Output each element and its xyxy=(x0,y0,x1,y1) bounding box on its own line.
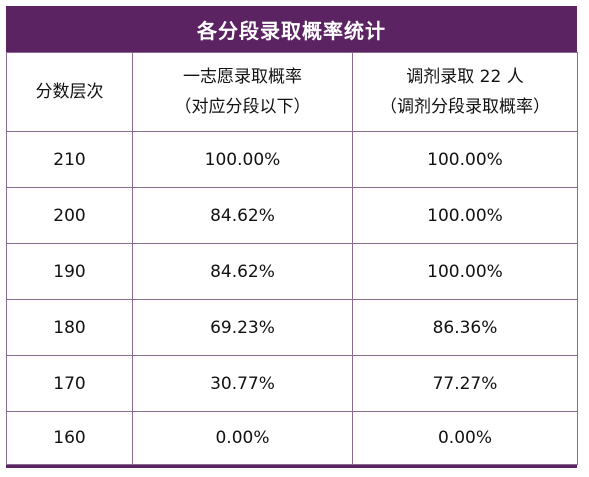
header-score-level-label: 分数层次 xyxy=(35,82,104,102)
first-choice-cell: 100.00% xyxy=(132,131,353,188)
header-adjusted: 调剂录取 22 人 （调剂分段录取概率） xyxy=(352,52,578,132)
score-cell: 170 xyxy=(6,355,133,412)
score-cell: 180 xyxy=(6,299,133,356)
table-row: 200 84.62% 100.00% xyxy=(6,187,578,244)
table-row: 180 69.23% 86.36% xyxy=(6,299,578,356)
adjusted-cell: 0.00% xyxy=(352,411,578,465)
first-choice-cell: 84.62% xyxy=(132,243,353,300)
score-cell: 210 xyxy=(6,131,133,188)
first-choice-cell: 0.00% xyxy=(132,411,353,465)
adjusted-cell: 100.00% xyxy=(352,131,578,188)
header-row: 分数层次 一志愿录取概率 （对应分段以下） 调剂录取 22 人 （调剂分段录取概… xyxy=(6,52,578,132)
adjusted-cell: 77.27% xyxy=(352,355,578,412)
header-first-choice: 一志愿录取概率 （对应分段以下） xyxy=(132,52,353,132)
header-first-choice-line1: 一志愿录取概率 xyxy=(183,67,302,87)
probability-table: 分数层次 一志愿录取概率 （对应分段以下） 调剂录取 22 人 （调剂分段录取概… xyxy=(6,52,578,465)
table-row: 210 100.00% 100.00% xyxy=(6,131,578,188)
table-row: 170 30.77% 77.27% xyxy=(6,355,578,412)
header-adjusted-line1: 调剂录取 22 人 xyxy=(406,67,524,87)
score-cell: 200 xyxy=(6,187,133,244)
table-row: 190 84.62% 100.00% xyxy=(6,243,578,300)
header-score-level: 分数层次 xyxy=(6,52,133,132)
table-title: 各分段录取概率统计 xyxy=(6,6,577,52)
header-adjusted-line2: （调剂分段录取概率） xyxy=(380,97,550,117)
adjusted-cell: 100.00% xyxy=(352,187,578,244)
admission-probability-table-container: 各分段录取概率统计 分数层次 一志愿录取概率 （对应分段以下） 调剂录取 22 … xyxy=(6,6,578,468)
header-first-choice-line2: （对应分段以下） xyxy=(174,97,311,117)
adjusted-cell: 86.36% xyxy=(352,299,578,356)
first-choice-cell: 69.23% xyxy=(132,299,353,356)
first-choice-cell: 84.62% xyxy=(132,187,353,244)
table-bottom-rule xyxy=(6,465,577,468)
adjusted-cell: 100.00% xyxy=(352,243,578,300)
score-cell: 160 xyxy=(6,411,133,465)
first-choice-cell: 30.77% xyxy=(132,355,353,412)
score-cell: 190 xyxy=(6,243,133,300)
table-row: 160 0.00% 0.00% xyxy=(6,411,578,465)
